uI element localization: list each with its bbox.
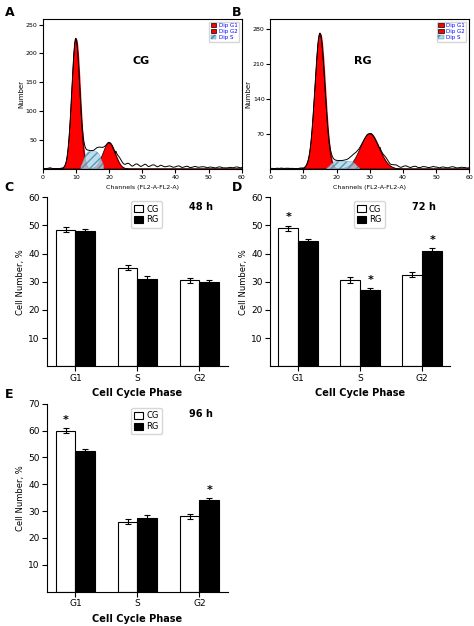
Bar [200,282,219,366]
Text: *: * [207,485,212,495]
Bar [55,431,75,592]
Bar [75,231,95,366]
Text: D: D [232,181,243,194]
Y-axis label: Number: Number [18,80,24,108]
Legend: CG, RG: CG, RG [354,202,384,228]
Legend: Dip G1, Dip G2, Dip S: Dip G1, Dip G2, Dip S [437,21,466,42]
Text: *: * [285,212,291,222]
Y-axis label: Cell Number, %: Cell Number, % [17,249,26,315]
Bar [137,279,157,366]
X-axis label: Cell Cycle Phase: Cell Cycle Phase [315,388,405,398]
X-axis label: Channels (FL2-A-FL2-A): Channels (FL2-A-FL2-A) [106,185,179,190]
Text: B: B [232,6,242,19]
Bar [402,275,422,366]
Bar [298,241,318,366]
Bar [180,280,200,366]
Text: C: C [5,181,14,194]
X-axis label: Cell Cycle Phase: Cell Cycle Phase [92,613,182,623]
Text: A: A [5,6,14,19]
Bar [200,500,219,592]
Legend: CG, RG: CG, RG [131,202,162,228]
Text: *: * [63,415,68,425]
Bar [340,280,360,366]
Bar [360,290,380,366]
X-axis label: Channels (FL2-A-FL2-A): Channels (FL2-A-FL2-A) [333,185,406,190]
Legend: Dip G1, Dip G2, Dip S: Dip G1, Dip G2, Dip S [209,21,239,42]
Y-axis label: Cell Number, %: Cell Number, % [239,249,248,315]
Bar [55,230,75,366]
Text: *: * [367,275,373,284]
Bar [137,518,157,592]
Bar [118,268,137,366]
Text: RG: RG [354,56,372,66]
Bar [118,522,137,592]
X-axis label: Cell Cycle Phase: Cell Cycle Phase [92,388,182,398]
Bar [422,250,442,366]
Text: CG: CG [132,56,149,66]
Y-axis label: Number: Number [246,80,252,108]
Text: *: * [429,235,435,245]
Legend: CG, RG: CG, RG [131,408,162,434]
Text: E: E [5,387,13,401]
Bar [278,228,298,366]
Bar [180,516,200,592]
Bar [75,451,95,592]
Text: 96 h: 96 h [189,409,213,419]
Text: 72 h: 72 h [412,202,436,212]
Y-axis label: Cell Number, %: Cell Number, % [17,464,26,531]
Text: 48 h: 48 h [189,202,213,212]
